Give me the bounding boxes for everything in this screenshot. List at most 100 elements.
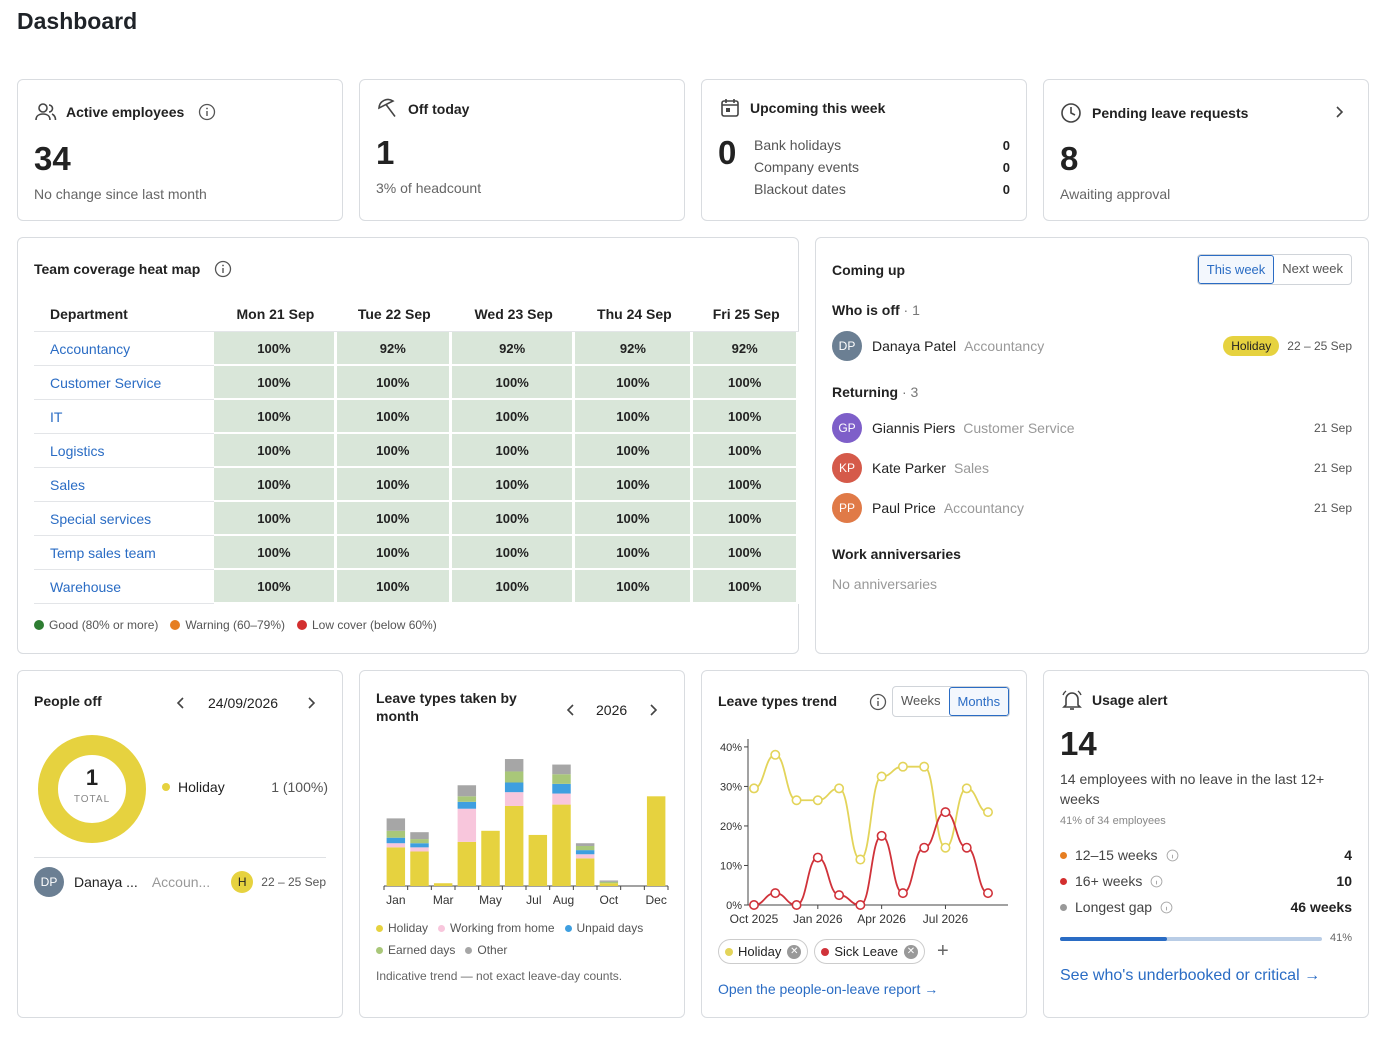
data-point[interactable] — [982, 888, 993, 899]
pending-requests-card[interactable]: Pending leave requests 8 Awaiting approv… — [1043, 79, 1369, 221]
heatmap-card: Team coverage heat map Department Mon 21 … — [17, 237, 799, 654]
department-link[interactable]: Accountancy — [34, 332, 214, 366]
chevron-left-icon[interactable] — [566, 704, 576, 716]
data-point[interactable] — [961, 783, 972, 794]
data-point[interactable] — [876, 771, 887, 782]
info-icon[interactable] — [198, 103, 216, 121]
legend-label: Unpaid days — [576, 921, 644, 935]
department-link[interactable]: Warehouse — [34, 570, 214, 604]
person-row[interactable]: KP Kate Parker Sales 21 Sep — [832, 453, 1352, 483]
tab-next-week[interactable]: Next week — [1282, 261, 1343, 276]
series-line-holiday — [753, 753, 989, 861]
info-icon[interactable] — [869, 693, 887, 711]
page-title: Dashboard — [17, 8, 138, 34]
bar-segment-holiday — [552, 804, 571, 886]
upcoming-item-value: 0 — [1002, 159, 1010, 175]
coverage-cell: 100% — [451, 366, 576, 400]
close-icon[interactable]: ✕ — [787, 944, 802, 959]
table-row: Special services 100% 100% 100% 100% 100% — [34, 502, 799, 536]
chevron-left-icon[interactable] — [176, 697, 186, 709]
person-row[interactable]: GP Giannis Piers Customer Service 21 Sep — [832, 413, 1352, 443]
department-link[interactable]: Special services — [34, 502, 214, 536]
usage-desc: 14 employees with no leave in the last 1… — [1060, 771, 1325, 807]
underbooked-link[interactable]: See who's underbooked or critical → — [1060, 967, 1321, 984]
department-link[interactable]: Sales — [34, 468, 214, 502]
coverage-cell: 92% — [575, 332, 694, 366]
department-link[interactable]: Logistics — [34, 434, 214, 468]
person-name: Kate Parker — [872, 460, 946, 476]
bar-segment-working-from-home — [410, 847, 429, 852]
data-point[interactable] — [855, 854, 866, 865]
data-point[interactable] — [834, 783, 845, 794]
tab-weeks[interactable]: Weeks — [901, 693, 941, 708]
data-point[interactable] — [982, 807, 993, 818]
data-point[interactable] — [748, 900, 759, 911]
add-icon[interactable]: + — [936, 940, 949, 962]
person-row[interactable]: PP Paul Price Accountancy 21 Sep — [832, 493, 1352, 523]
legend-label: Warning (60–79%) — [185, 618, 285, 632]
department-link[interactable]: Customer Service — [34, 366, 214, 400]
info-icon[interactable] — [214, 260, 232, 278]
card-title: Active employees — [66, 104, 185, 120]
department-link[interactable]: Temp sales team — [34, 536, 214, 570]
bar-segment-holiday — [410, 851, 429, 886]
people-off-row[interactable]: DP Danaya ... Accoun... H 22 – 25 Sep — [34, 867, 326, 897]
chip-holiday[interactable]: Holiday ✕ — [718, 939, 809, 964]
card-title: People off — [34, 693, 102, 709]
off-today-card: Off today 1 3% of headcount — [359, 79, 685, 221]
legend-label: Low cover (below 60%) — [312, 618, 437, 632]
department-link[interactable]: IT — [34, 400, 214, 434]
chevron-right-icon[interactable] — [648, 704, 658, 716]
bar-segment-unpaid-days — [575, 850, 595, 855]
person-dept: Accountancy — [964, 338, 1045, 354]
data-point[interactable] — [940, 842, 951, 853]
data-point[interactable] — [748, 783, 759, 794]
coverage-cell: 92% — [451, 332, 576, 366]
calendar-icon — [721, 99, 739, 117]
data-point[interactable] — [770, 749, 781, 760]
usage-item-value: 4 — [1344, 847, 1352, 863]
data-point[interactable] — [791, 900, 802, 911]
data-point[interactable] — [834, 890, 845, 901]
tab-months[interactable]: Months — [948, 687, 1010, 716]
info-icon[interactable] — [1150, 875, 1163, 888]
data-point[interactable] — [791, 795, 802, 806]
coverage-cell: 92% — [336, 332, 452, 366]
data-point[interactable] — [897, 761, 908, 772]
info-icon[interactable] — [1160, 901, 1173, 914]
close-icon[interactable]: ✕ — [903, 944, 918, 959]
person-dates: 21 Sep — [1313, 421, 1352, 435]
info-icon[interactable] — [1166, 849, 1179, 862]
data-point[interactable] — [940, 807, 951, 818]
bar-segment-working-from-home — [552, 793, 571, 805]
data-point[interactable] — [919, 761, 930, 772]
chip-label: Holiday — [738, 944, 782, 959]
data-point[interactable] — [770, 888, 781, 899]
data-point[interactable] — [812, 852, 823, 863]
chevron-right-icon[interactable] — [1334, 106, 1344, 118]
legend-dot — [376, 924, 383, 932]
data-point[interactable] — [897, 888, 908, 899]
data-point[interactable] — [855, 900, 866, 911]
off-today-sub: 3% of headcount — [376, 180, 482, 196]
coverage-cell: 100% — [336, 400, 452, 434]
legend-dot — [297, 620, 307, 630]
person-row[interactable]: DP Danaya Patel Accountancy Holiday 22 – 25 … — [832, 331, 1352, 361]
people-off-legend-value: 1 (100%) — [271, 779, 328, 795]
people-on-leave-link[interactable]: Open the people-on-leave report → — [718, 981, 939, 997]
person-dept: Accoun... — [151, 874, 211, 890]
data-point[interactable] — [961, 842, 972, 853]
data-point[interactable] — [919, 842, 930, 853]
usage-item-value: 46 weeks — [1290, 899, 1353, 915]
chip-sick-leave[interactable]: Sick Leave ✕ — [814, 939, 925, 964]
bar-segment-working-from-home — [504, 792, 524, 806]
data-point[interactable] — [812, 795, 823, 806]
bar-segment-unpaid-days — [386, 837, 406, 844]
chevron-right-icon[interactable] — [306, 697, 316, 709]
coverage-cell: 100% — [575, 468, 694, 502]
data-point[interactable] — [876, 830, 887, 841]
tab-this-week[interactable]: This week — [1197, 255, 1275, 284]
bar-segment-holiday — [599, 883, 619, 886]
coverage-cell: 100% — [451, 468, 576, 502]
bar-segment-holiday — [646, 796, 666, 886]
